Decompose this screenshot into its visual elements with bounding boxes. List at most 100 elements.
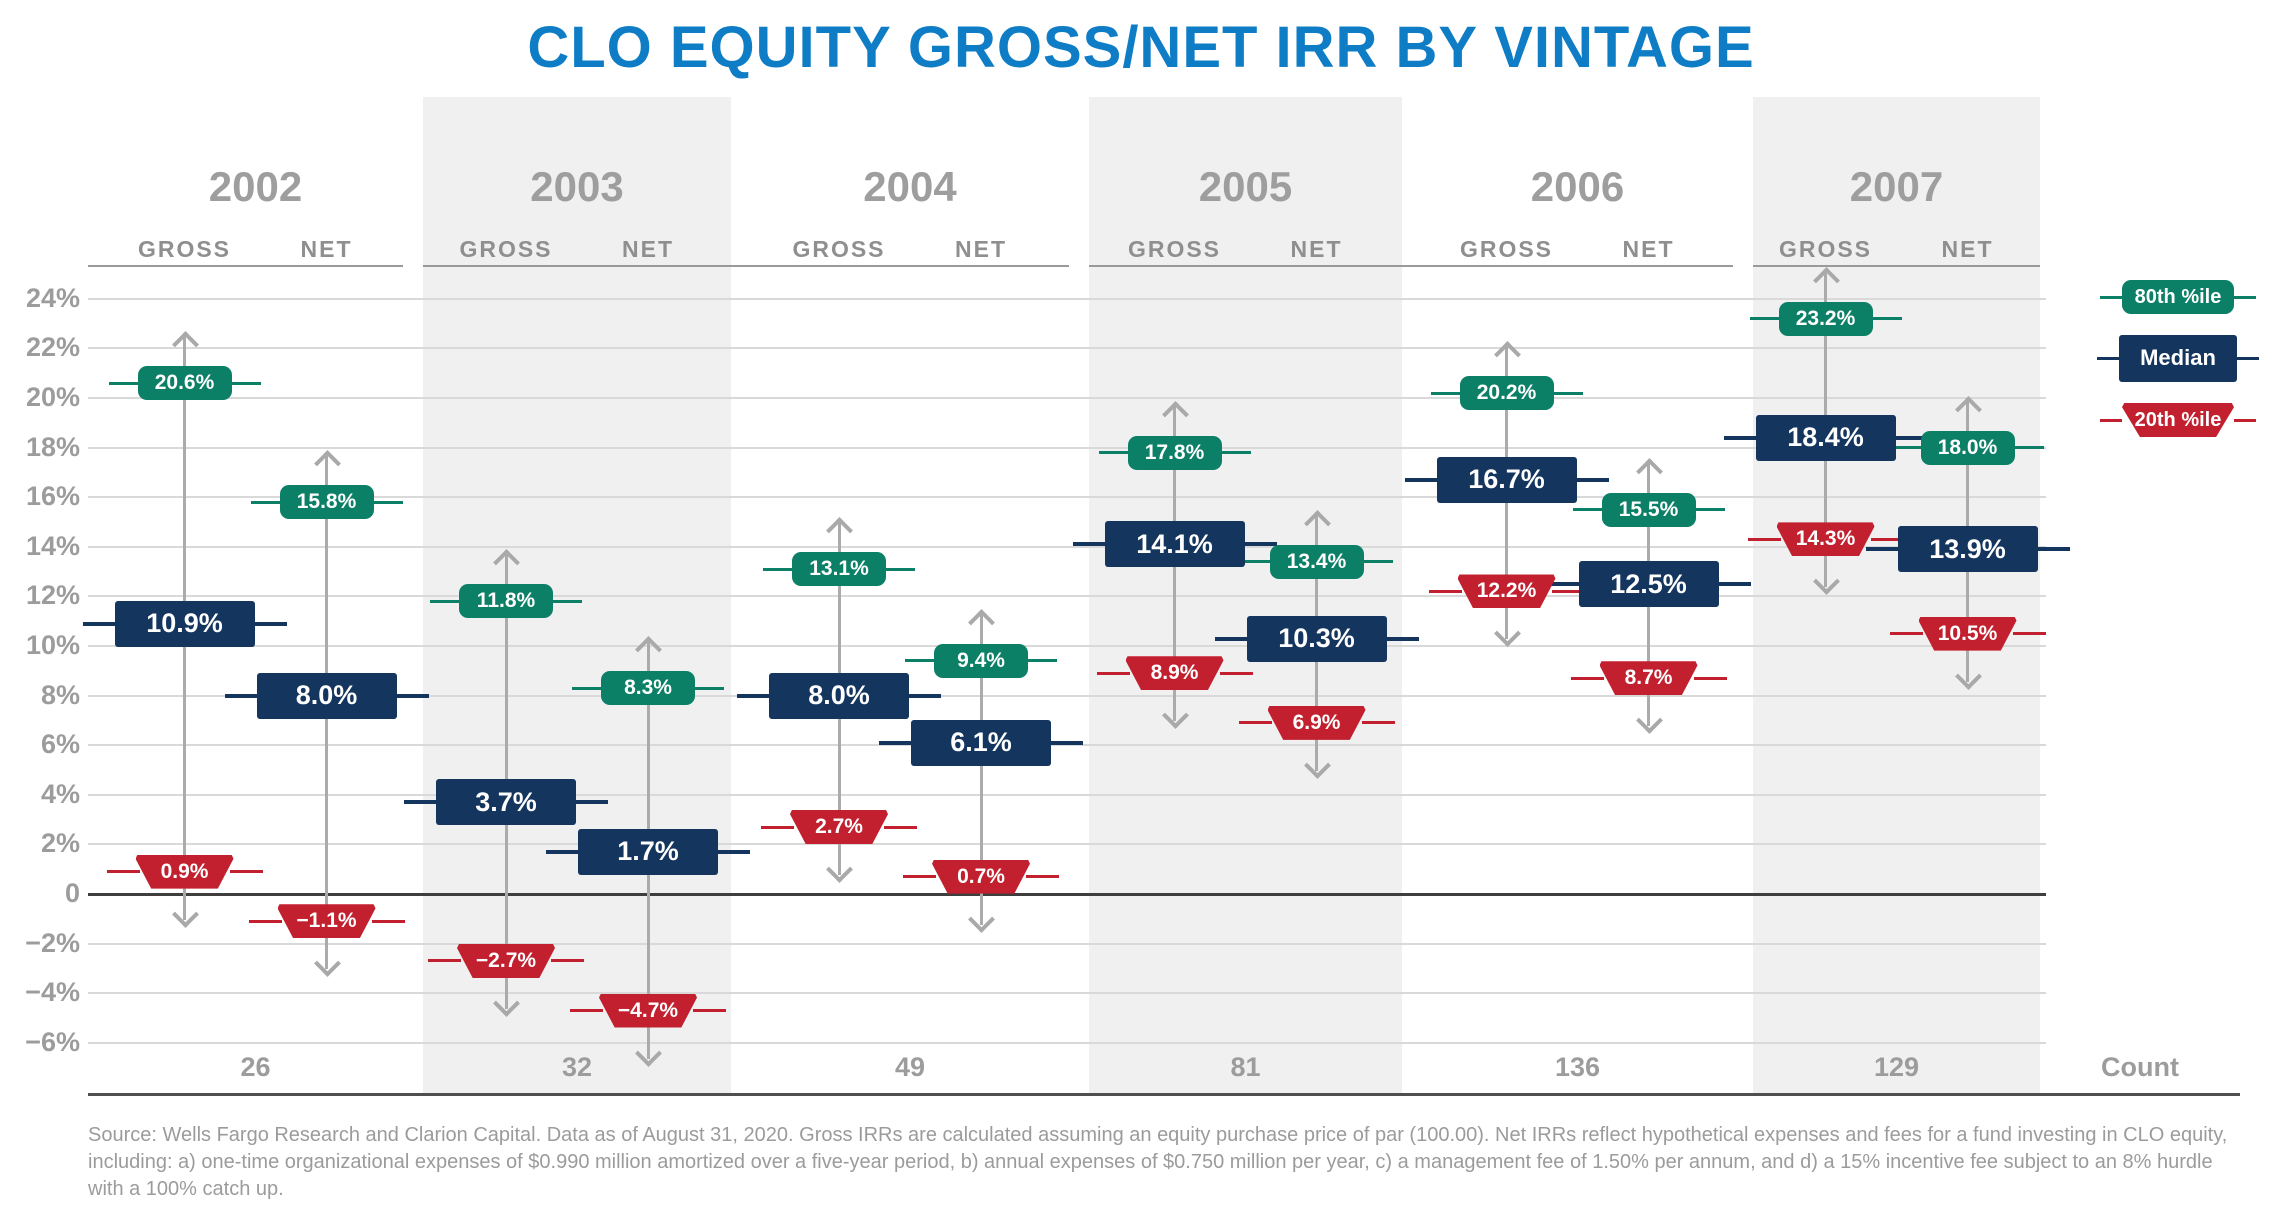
marker-whisker — [108, 381, 142, 385]
y-tick-label: 6% — [40, 729, 80, 760]
marker-value: 13.1% — [809, 557, 869, 581]
marker-whisker — [1219, 671, 1253, 675]
marker-value: 15.8% — [296, 490, 357, 514]
y-tick-label: 8% — [40, 679, 80, 710]
marker-whisker — [2012, 632, 2046, 636]
gridline-2pct — [88, 843, 2046, 846]
chart-title: CLO EQUITY GROSS/NET IRR BY VINTAGE — [527, 15, 1755, 80]
gridline-12pct — [88, 595, 2046, 598]
marker-whisker — [1240, 542, 1277, 547]
bottom-rule — [88, 1093, 2240, 1096]
marker-whisker — [430, 599, 463, 603]
arrow-up-icon — [1493, 341, 1521, 368]
marker-whisker — [1430, 391, 1464, 395]
marker-20th-percentile: 0.7% — [932, 859, 1030, 894]
marker-whisker — [1214, 636, 1251, 641]
vintage-label: 2003 — [530, 163, 624, 210]
marker-20th-percentile: −4.7% — [599, 993, 697, 1028]
marker-whisker — [1098, 451, 1132, 455]
marker-80th-percentile: 13.4% — [1269, 544, 1364, 579]
marker-whisker — [1723, 435, 1760, 440]
marker-value: 18.4% — [1787, 422, 1864, 453]
marker-whisker — [1217, 451, 1251, 455]
column-header-net: NET — [300, 236, 353, 262]
column-header-gross: GROSS — [137, 236, 232, 262]
gridline-10pct — [88, 645, 2046, 647]
marker-whisker — [905, 693, 941, 698]
group-underline — [1089, 265, 1402, 267]
y-tick-label: 0 — [64, 878, 80, 908]
gridline-22pct — [88, 347, 2046, 350]
arrow-up-icon — [826, 517, 853, 545]
vintage-label: 2002 — [208, 163, 303, 210]
marker-whisker — [1572, 508, 1606, 512]
marker-whisker — [1382, 636, 1419, 641]
marker-whisker — [1891, 446, 1925, 450]
arrow-down-icon — [968, 905, 995, 933]
marker-whisker — [1693, 676, 1727, 680]
marker-80th-percentile: 15.8% — [279, 485, 374, 520]
count-value: 81 — [1230, 1052, 1261, 1082]
marker-20th-percentile: 8.9% — [1125, 656, 1224, 691]
marker-whisker — [1428, 589, 1462, 593]
legend-whisker — [2234, 295, 2256, 299]
marker-whisker — [691, 686, 724, 690]
legend-label: 80th %ile — [2134, 285, 2222, 308]
marker-value: 13.4% — [1286, 549, 1347, 573]
legend-label: 20th %ile — [2134, 408, 2222, 431]
marker-20th-percentile: 8.7% — [1599, 661, 1698, 696]
marker-80th-percentile: 20.6% — [137, 366, 232, 401]
marker-value: 10.9% — [146, 608, 223, 639]
marker-whisker — [1891, 435, 1928, 440]
marker-20th-percentile: 12.2% — [1457, 574, 1556, 609]
gridline--6pct — [88, 1041, 2046, 1044]
y-tick-label: 14% — [25, 530, 80, 561]
marker-80th-percentile: 18.0% — [1920, 430, 2015, 465]
marker-20th-percentile: 2.7% — [790, 810, 888, 845]
gridline-zero — [88, 892, 2046, 896]
marker-80th-percentile: 11.8% — [459, 584, 553, 619]
marker-whisker — [879, 740, 915, 745]
gridline-18pct — [88, 446, 2046, 449]
marker-whisker — [1047, 740, 1083, 745]
marker-whisker — [250, 500, 284, 504]
y-tick-label: 22% — [25, 332, 80, 363]
marker-whisker — [1747, 537, 1781, 541]
legend-whisker — [2234, 418, 2256, 422]
marker-whisker — [1714, 582, 1751, 586]
column-header-gross: GROSS — [1459, 236, 1554, 262]
column-header-net: NET — [622, 236, 674, 262]
marker-whisker — [884, 825, 917, 829]
marker-whisker — [1749, 317, 1783, 321]
marker-whisker — [763, 567, 796, 571]
marker-value: −2.7% — [475, 948, 537, 972]
vintage-label: 2006 — [1530, 163, 1625, 210]
group-underline — [1402, 265, 1733, 267]
marker-value: 8.7% — [1624, 666, 1673, 690]
marker-value: 9.4% — [957, 648, 1005, 672]
arrow-down-icon — [171, 900, 199, 928]
marker-whisker — [546, 849, 582, 854]
marker-80th-percentile: 9.4% — [934, 643, 1028, 678]
gridline-20pct — [88, 397, 2046, 399]
marker-whisker — [1024, 659, 1057, 663]
column-header-gross: GROSS — [1778, 236, 1873, 262]
marker-value: 13.9% — [1929, 533, 2006, 564]
gridline-8pct — [88, 694, 2046, 697]
vintage-label: 2005 — [1198, 163, 1293, 210]
marker-80th-percentile: 8.3% — [601, 671, 695, 706]
column-header-net: NET — [1622, 236, 1675, 262]
legend-swatch-median: Median — [2119, 334, 2237, 382]
marker-20th-percentile: −1.1% — [277, 904, 376, 939]
marker-value: 3.7% — [475, 786, 537, 817]
marker-whisker — [106, 870, 140, 874]
marker-median: 16.7% — [1436, 456, 1577, 503]
count-value: 136 — [1554, 1052, 1601, 1082]
marker-value: 10.5% — [1937, 621, 1998, 645]
marker-whisker — [693, 1009, 726, 1013]
y-tick-label: 2% — [40, 828, 80, 859]
column-header-net: NET — [1290, 236, 1343, 262]
marker-whisker — [250, 621, 287, 626]
marker-whisker — [903, 875, 936, 879]
